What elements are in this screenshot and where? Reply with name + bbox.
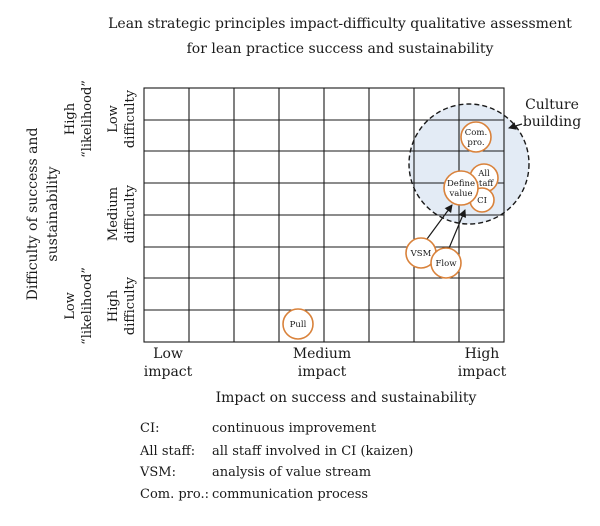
x-tick-medium-line-2: impact xyxy=(298,364,347,380)
node-com-pro: Com. pro. xyxy=(460,121,492,153)
x-tick-high-line-1: High xyxy=(465,346,500,362)
y-band-bottom-line-4: difficulty xyxy=(123,276,138,335)
legend-desc-all-staff: all staff involved in CI (kaizen) xyxy=(212,444,413,459)
x-tick-low-line-2: impact xyxy=(144,364,193,380)
y-band-bottom-line-3: High xyxy=(106,289,121,322)
x-axis-title: Impact on success and sustainability xyxy=(216,390,477,406)
y-band-medium-line-1: Medium xyxy=(106,187,121,241)
y-band-medium-line-2: difficulty xyxy=(123,184,138,243)
y-band-medium: Medium difficulty xyxy=(106,184,138,243)
node-flow: Flow xyxy=(430,247,462,279)
x-tick-high-line-2: impact xyxy=(458,364,507,380)
title-line-2: for lean practice success and sustainabi… xyxy=(187,41,494,57)
node-vsm-label: VSM xyxy=(410,249,432,259)
node-com-pro-line-1: Com. xyxy=(465,128,487,138)
y-band-bottom-line-2: “likelihood” xyxy=(80,267,95,345)
culture-label-line-1: Culture xyxy=(525,97,579,113)
x-tick-medium-line-1: Medium xyxy=(293,346,351,362)
y-axis-title-line-2: sustainability xyxy=(45,166,61,261)
legend-desc-com-pro: communication process xyxy=(212,487,368,502)
node-pull: Pull xyxy=(282,308,314,340)
y-band-bottom-line-1: Low xyxy=(63,292,78,320)
node-pull-label: Pull xyxy=(290,320,307,330)
legend-abbr-vsm: VSM: xyxy=(139,465,176,480)
legend-desc-ci: continuous improvement xyxy=(212,421,377,436)
node-com-pro-line-2: pro. xyxy=(467,138,484,148)
culture-label-line-2: building xyxy=(523,114,581,130)
culture-building-circle xyxy=(408,103,530,225)
node-ci-label: CI xyxy=(477,196,487,206)
legend-desc-vsm: analysis of value stream xyxy=(212,465,371,480)
node-define-value-line-1: Define xyxy=(447,179,475,189)
legend-abbr-all-staff: All staff: xyxy=(139,444,195,459)
flow-to-define-arrow xyxy=(446,209,466,254)
node-all-staff-line-2: staff xyxy=(475,179,495,189)
y-band-top: High “likelihood” Low difficulty xyxy=(63,80,138,158)
node-all-staff-line-1: All xyxy=(477,169,490,179)
title-line-1: Lean strategic principles impact-difficu… xyxy=(108,16,572,32)
legend: CI: continuous improvement All staff: al… xyxy=(139,421,413,502)
legend-abbr-com-pro: Com. pro.: xyxy=(140,487,209,502)
y-band-top-line-1: High xyxy=(63,102,78,135)
vsm-to-define-arrow xyxy=(426,204,453,240)
y-axis-title: Difficulty of success and sustainability xyxy=(25,128,61,301)
culture-pointer-arrow xyxy=(508,122,523,130)
y-axis-title-line-1: Difficulty of success and xyxy=(25,128,41,301)
y-band-top-line-3: Low xyxy=(106,105,121,133)
legend-abbr-ci: CI: xyxy=(140,421,159,436)
y-band-top-line-2: “likelihood” xyxy=(80,80,95,158)
node-define-value: Define value xyxy=(443,170,479,206)
y-band-bottom: Low “likelihood” High difficulty xyxy=(63,267,138,345)
node-flow-label: Flow xyxy=(435,259,457,269)
x-tick-low-line-1: Low xyxy=(153,346,183,362)
y-band-top-line-4: difficulty xyxy=(123,89,138,148)
node-define-value-line-2: value xyxy=(448,189,472,199)
